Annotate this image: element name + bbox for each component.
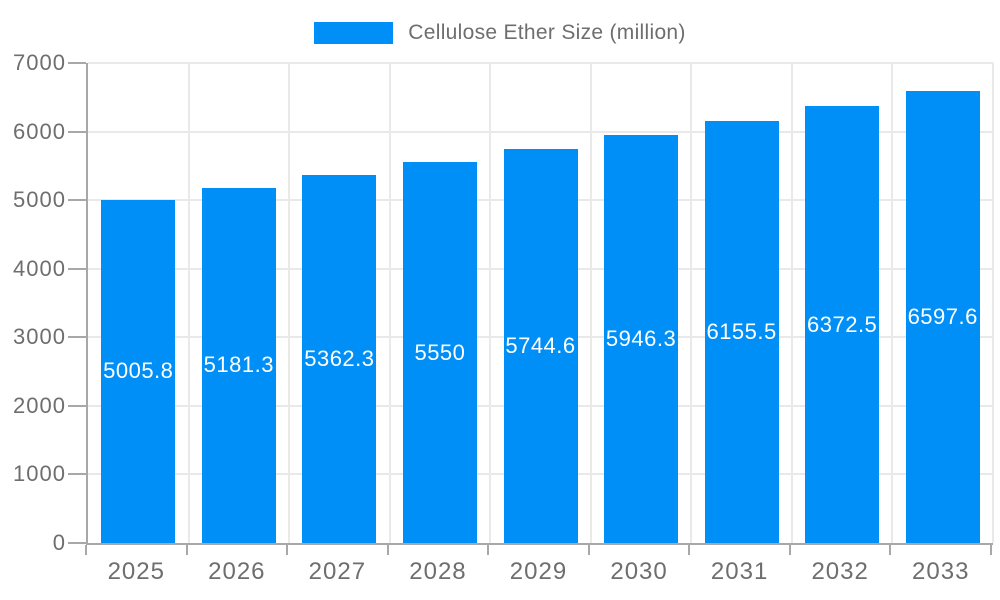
bar-2028[interactable]: 5550 — [402, 162, 477, 543]
x-axis-category-label: 2032 — [811, 558, 869, 585]
plot-area: 5005.8 5181.3 5362.3 5550 5744.6 5946.3 6155.5… — [86, 62, 994, 545]
y-axis-tick-label: 7000 — [13, 50, 66, 75]
legend-swatch-icon — [314, 21, 394, 44]
bar-2026[interactable]: 5181.3 — [201, 187, 276, 543]
y-axis-tick-label: 4000 — [13, 255, 66, 281]
bar-value-label: 5362.3 — [304, 346, 375, 372]
vertical-gridline — [790, 63, 793, 543]
bar-value-label: 5744.6 — [505, 333, 576, 359]
bar-value-label: 6155.5 — [706, 318, 777, 344]
bar-value-label: 5550 — [414, 339, 466, 365]
x-axis-category-label: 2025 — [107, 558, 165, 585]
y-axis-tick-label: 6000 — [13, 118, 66, 144]
vertical-gridline — [992, 63, 994, 543]
x-axis-tick — [990, 545, 992, 555]
vertical-gridline — [187, 63, 190, 543]
x-axis-tick — [587, 545, 590, 555]
y-axis-tick-label: 0 — [52, 530, 66, 555]
x-axis-category-label: 2029 — [509, 558, 568, 585]
y-axis-tick-label: 5000 — [13, 187, 66, 213]
bar-2031[interactable]: 6155.5 — [704, 120, 779, 543]
horizontal-gridline — [88, 130, 993, 133]
x-axis-tick — [487, 545, 490, 555]
bar-value-label: 6597.6 — [907, 303, 978, 329]
y-axis-tick — [68, 404, 86, 407]
bar-2027[interactable]: 5362.3 — [302, 175, 377, 543]
bar-value-label: 6372.5 — [807, 311, 878, 337]
x-axis-tick — [185, 545, 188, 555]
bar-value-label: 5946.3 — [605, 326, 677, 352]
x-axis-tick — [688, 545, 691, 555]
x-axis-tick — [286, 545, 289, 555]
y-axis: 0 1000 2000 3000 4000 5000 6000 7000 — [0, 50, 66, 555]
bar-value-label: 5181.3 — [203, 352, 274, 378]
bar-2033[interactable]: 6597.6 — [905, 90, 980, 543]
x-axis-category-label: 2030 — [610, 558, 668, 585]
vertical-gridline — [489, 63, 492, 543]
x-axis-category-label: 2033 — [912, 558, 970, 585]
x-axis-tick — [386, 545, 389, 555]
y-axis-tick — [68, 62, 86, 64]
vertical-gridline — [288, 63, 291, 543]
x-axis-category-label: 2027 — [308, 558, 367, 585]
bar-2025[interactable]: 5005.8 — [101, 199, 176, 543]
x-axis-category-label: 2028 — [409, 558, 467, 585]
y-axis-tick-label: 2000 — [13, 392, 66, 418]
x-axis-category-label: 2031 — [710, 558, 769, 585]
vertical-gridline — [388, 63, 391, 543]
legend-label: Cellulose Ether Size (million) — [408, 20, 686, 44]
x-axis-tick — [788, 545, 791, 555]
y-axis-tick — [68, 336, 86, 339]
y-axis-tick — [68, 267, 86, 270]
y-axis-tick — [68, 130, 86, 133]
x-axis-tick — [889, 545, 892, 555]
y-axis-tick — [68, 473, 86, 476]
bar-2032[interactable]: 6372.5 — [805, 106, 880, 543]
y-axis-tick — [68, 542, 86, 544]
y-axis-tick-label: 1000 — [13, 461, 66, 487]
vertical-gridline — [891, 63, 894, 543]
x-axis-tick — [85, 545, 87, 555]
vertical-gridline — [690, 63, 693, 543]
horizontal-gridline — [88, 62, 993, 64]
bar-value-label: 5005.8 — [103, 358, 174, 384]
legend[interactable]: Cellulose Ether Size (million) — [0, 21, 1000, 44]
bar-2029[interactable]: 5744.6 — [503, 149, 578, 543]
vertical-gridline — [589, 63, 592, 543]
y-axis-tick-label: 3000 — [13, 324, 66, 350]
bar-2030[interactable]: 5946.3 — [604, 135, 679, 543]
y-axis-tick — [68, 199, 86, 202]
x-axis-category-label: 2026 — [208, 558, 266, 585]
